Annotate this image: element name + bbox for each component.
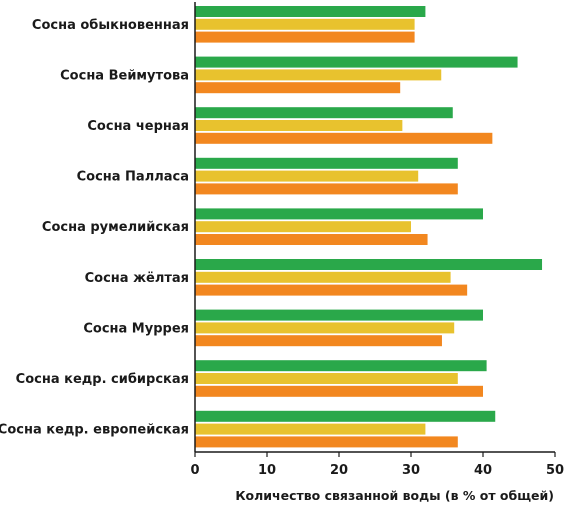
bar-5-series-2 [195,221,411,233]
bar-1-series-1 [195,6,426,17]
category-label: Сосна кедр. европейская [0,423,189,438]
x-tick-label: 0 [190,463,199,478]
category-label: Сосна румелийская [42,220,189,235]
x-tick-label: 20 [330,463,348,478]
x-tick-label: 40 [474,463,492,478]
x-axis-title: Количество связанной воды (в % от общей) [235,488,554,503]
bar-9-series-1 [195,410,496,422]
bar-8-series-2 [195,373,458,384]
x-tick-label: 10 [258,463,276,478]
x-tick-label: 30 [402,463,420,478]
bar-7-series-1 [195,309,483,321]
bar-2-series-2 [195,69,442,81]
bar-6-series-3 [195,284,468,296]
bar-2-series-3 [195,82,401,94]
bar-4-series-1 [195,157,458,169]
bar-1-series-3 [195,31,415,43]
bar-7-series-2 [195,322,455,334]
category-label: Сосна обыкновенная [32,18,189,33]
bar-4-series-3 [195,183,458,195]
category-label: Сосна Палласа [77,170,189,185]
bar-6-series-2 [195,271,451,283]
bar-3-series-3 [195,132,493,144]
bar-7-series-3 [195,335,442,347]
bar-3-series-1 [195,107,453,119]
bar-5-series-1 [195,208,483,220]
x-axis: 0 10 20 30 40 50 [190,2,564,478]
category-label: Сосна Муррея [83,321,189,336]
bar-9-series-2 [195,423,426,435]
bar-9-series-3 [195,436,458,448]
bar-8-series-3 [195,385,483,397]
bar-3-series-2 [195,120,403,131]
bar-6-series-1 [195,259,543,270]
category-label: Сосна черная [87,119,189,134]
category-label: Сосна жёлтая [85,271,189,286]
bar-8-series-1 [195,360,487,372]
category-labels: Сосна обыкновенная Сосна Веймутова Сосна ч… [0,18,189,438]
bars-group [195,6,543,448]
category-label: Сосна кедр. сибирская [16,372,189,387]
bar-2-series-1 [195,56,518,68]
bar-4-series-2 [195,170,419,182]
bar-1-series-2 [195,18,415,30]
category-label: Сосна Веймутова [60,68,189,83]
x-tick-label: 50 [546,463,564,478]
bar-5-series-3 [195,234,428,245]
